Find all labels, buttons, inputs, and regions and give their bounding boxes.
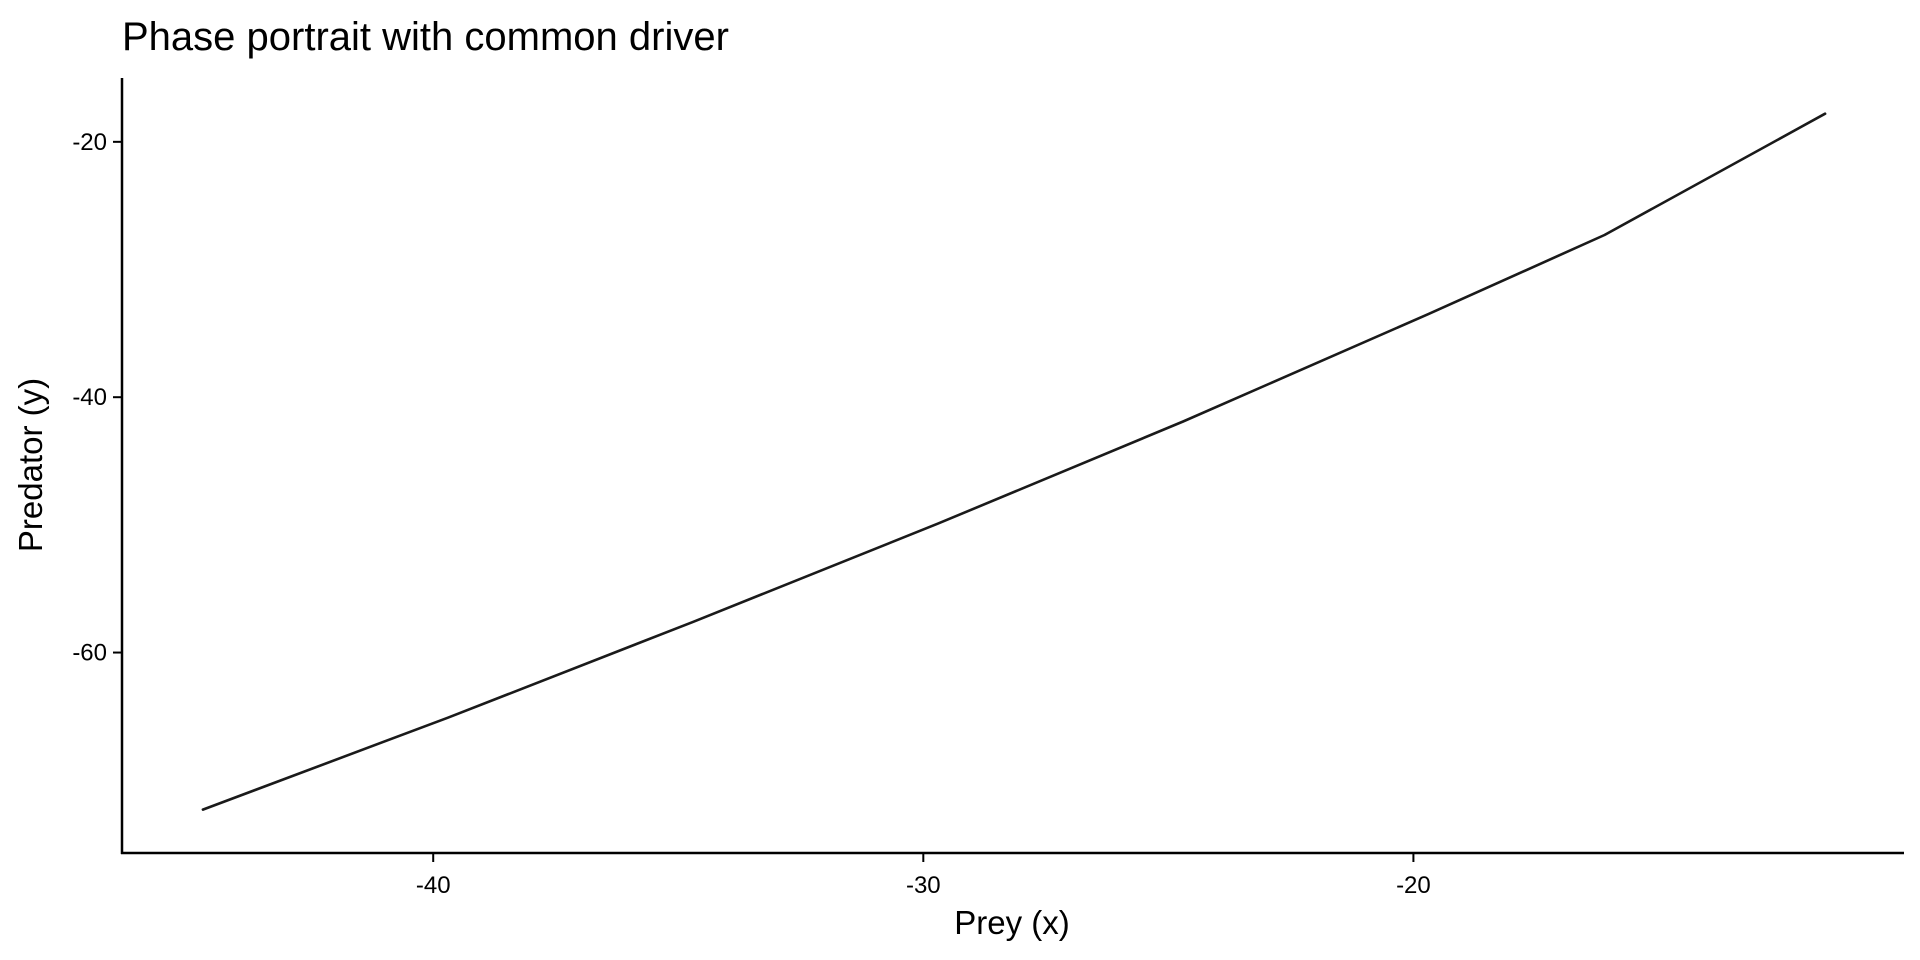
chart-title: Phase portrait with common driver xyxy=(122,15,729,59)
y-tick-label: -40 xyxy=(72,384,107,411)
plot-lines xyxy=(201,112,1827,811)
y-ticks: -20 -40 -60 xyxy=(72,129,122,667)
x-tick-label: -40 xyxy=(416,872,451,899)
y-tick-label: -60 xyxy=(72,640,107,667)
x-tick-label: -20 xyxy=(1396,872,1431,899)
series-line-0 xyxy=(201,112,1827,811)
x-ticks: -40 -30 -20 xyxy=(416,853,1431,899)
x-axis-title: Prey (x) xyxy=(954,904,1070,941)
y-axis-title: Predator (y) xyxy=(12,378,49,552)
x-tick-label: -30 xyxy=(906,872,941,899)
y-tick-label: -20 xyxy=(72,129,107,156)
